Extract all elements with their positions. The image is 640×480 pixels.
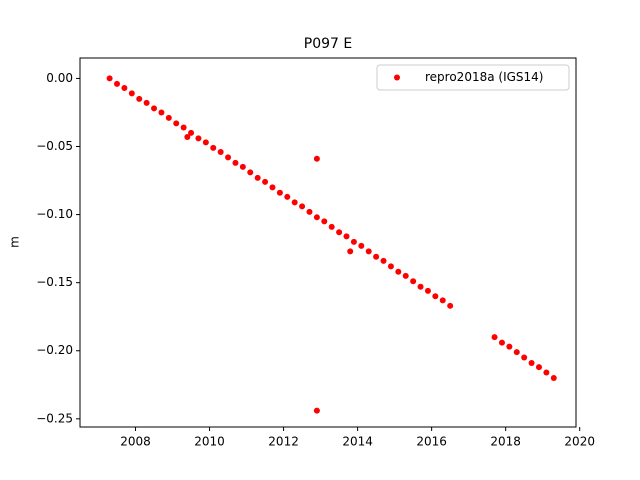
point bbox=[380, 257, 387, 264]
point bbox=[165, 114, 172, 121]
point bbox=[521, 354, 528, 361]
point bbox=[173, 120, 180, 127]
plot-frame bbox=[79, 57, 577, 428]
y-tick-label: −0.20 bbox=[36, 343, 73, 357]
point bbox=[128, 90, 135, 97]
point bbox=[373, 253, 380, 260]
x-tick-label: 2014 bbox=[342, 435, 373, 449]
x-tick-label: 2008 bbox=[120, 435, 151, 449]
point bbox=[313, 407, 320, 414]
point bbox=[195, 135, 202, 142]
point bbox=[387, 263, 394, 270]
point bbox=[114, 80, 121, 87]
point bbox=[184, 133, 191, 140]
point bbox=[347, 248, 354, 255]
point bbox=[151, 105, 158, 112]
point bbox=[506, 343, 513, 350]
point bbox=[410, 278, 417, 285]
point bbox=[291, 199, 298, 206]
point bbox=[158, 109, 165, 116]
x-tick-label: 2010 bbox=[194, 435, 225, 449]
x-tick-label: 2016 bbox=[416, 435, 447, 449]
point bbox=[321, 218, 328, 225]
point bbox=[180, 124, 187, 131]
point bbox=[247, 169, 254, 176]
point bbox=[336, 229, 343, 236]
point bbox=[550, 374, 557, 381]
point bbox=[498, 339, 505, 346]
y-tick-label: −0.15 bbox=[36, 275, 73, 289]
point bbox=[217, 148, 224, 155]
y-axis-label: m bbox=[8, 236, 22, 248]
point bbox=[365, 248, 372, 255]
point bbox=[447, 302, 454, 309]
legend-marker bbox=[394, 74, 400, 81]
point bbox=[528, 360, 535, 367]
legend-box bbox=[376, 64, 570, 91]
point bbox=[284, 193, 291, 200]
point bbox=[328, 223, 335, 230]
y-tick-label: −0.25 bbox=[36, 411, 73, 425]
point bbox=[106, 75, 113, 82]
point bbox=[143, 99, 150, 106]
point bbox=[306, 208, 313, 215]
point bbox=[136, 95, 143, 102]
y-tick-label: −0.05 bbox=[36, 139, 73, 153]
point bbox=[313, 155, 320, 162]
point bbox=[225, 154, 232, 161]
point bbox=[402, 272, 409, 279]
point bbox=[424, 287, 431, 294]
point bbox=[439, 297, 446, 304]
point bbox=[276, 189, 283, 196]
point bbox=[513, 349, 520, 356]
point bbox=[358, 242, 365, 249]
x-tick-label: 2012 bbox=[268, 435, 299, 449]
point bbox=[202, 139, 209, 146]
point bbox=[313, 214, 320, 221]
point bbox=[543, 369, 550, 376]
point bbox=[417, 283, 424, 290]
point bbox=[395, 268, 402, 275]
point bbox=[188, 129, 195, 136]
x-tick-label: 2020 bbox=[564, 435, 595, 449]
point bbox=[535, 364, 542, 371]
point bbox=[299, 203, 306, 210]
y-tick-label: 0.00 bbox=[46, 71, 73, 85]
y-tick-label: −0.10 bbox=[36, 207, 73, 221]
point bbox=[254, 174, 261, 181]
point bbox=[121, 84, 128, 91]
x-tick-label: 2018 bbox=[490, 435, 521, 449]
point bbox=[239, 163, 246, 170]
point bbox=[350, 238, 357, 245]
point bbox=[269, 184, 276, 191]
point bbox=[232, 159, 239, 166]
legend-label: repro2018a (IGS14) bbox=[425, 70, 543, 84]
point bbox=[491, 334, 498, 341]
point bbox=[210, 144, 217, 151]
point bbox=[343, 233, 350, 240]
chart-title: P097 E bbox=[304, 36, 352, 52]
point bbox=[432, 293, 439, 300]
point bbox=[262, 178, 269, 185]
